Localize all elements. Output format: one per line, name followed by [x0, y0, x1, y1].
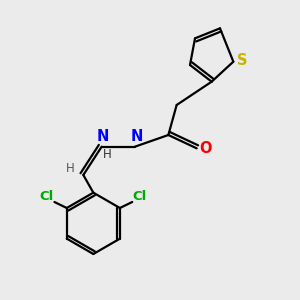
Text: N: N	[97, 128, 109, 143]
Text: O: O	[199, 141, 212, 156]
Text: H: H	[66, 162, 75, 175]
Text: H: H	[103, 148, 112, 160]
Text: Cl: Cl	[133, 190, 147, 202]
Text: N: N	[130, 128, 142, 143]
Text: Cl: Cl	[40, 190, 54, 202]
Text: S: S	[237, 52, 248, 68]
